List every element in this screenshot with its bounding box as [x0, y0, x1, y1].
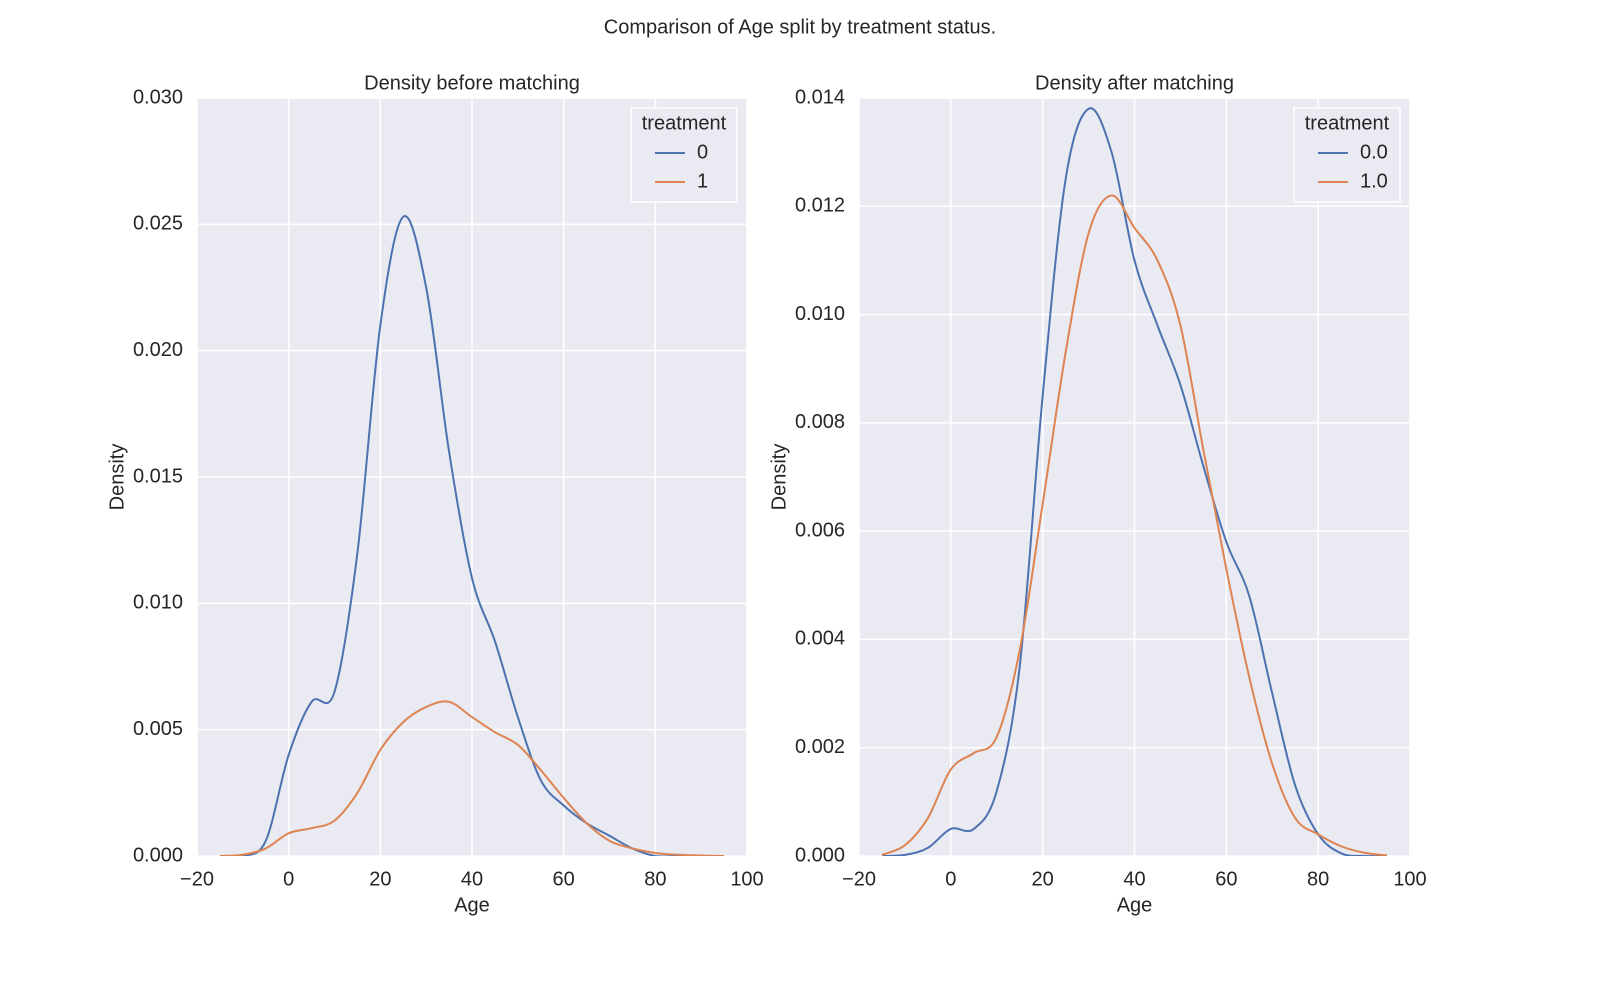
- y-tick-label: 0.006: [795, 519, 845, 541]
- x-tick-label: 60: [1215, 868, 1237, 890]
- x-tick-label: 40: [1123, 868, 1145, 890]
- figure-title: Comparison of Age split by treatment sta…: [604, 16, 996, 38]
- x-tick-label: 0: [945, 868, 956, 890]
- x-tick-label: 20: [369, 868, 391, 890]
- legend-box: [630, 107, 738, 203]
- y-tick-label: 0.012: [795, 195, 845, 217]
- x-tick-label: 20: [1032, 868, 1054, 890]
- y-tick-label: 0.000: [133, 844, 183, 866]
- x-tick-label: −20: [842, 868, 876, 890]
- legend-label: 1.0: [1360, 170, 1388, 192]
- x-tick-label: 60: [553, 868, 575, 890]
- x-tick-label: −20: [180, 868, 214, 890]
- y-tick-label: 0.030: [133, 86, 183, 108]
- x-tick-label: 80: [1307, 868, 1329, 890]
- y-tick-label: 0.010: [795, 303, 845, 325]
- subplot-title: Density after matching: [1035, 72, 1234, 94]
- legend-title: treatment: [1305, 112, 1390, 134]
- y-tick-label: 0.000: [795, 844, 845, 866]
- density-line: [881, 194, 1388, 856]
- density-line: [219, 700, 725, 856]
- legend-label: 1: [697, 170, 708, 192]
- y-axis-label: Density: [768, 444, 790, 511]
- subplot-title: Density before matching: [364, 72, 580, 94]
- y-tick-label: 0.005: [133, 718, 183, 740]
- y-tick-label: 0.008: [795, 411, 845, 433]
- legend-label: 0: [697, 141, 708, 163]
- y-tick-label: 0.004: [795, 628, 845, 650]
- x-axis-label: Age: [1117, 894, 1153, 916]
- density-line: [881, 107, 1388, 856]
- legend-label: 0.0: [1360, 141, 1388, 163]
- legend-box: [1293, 107, 1401, 203]
- y-tick-label: 0.015: [133, 465, 183, 487]
- x-tick-label: 100: [730, 868, 763, 890]
- x-tick-label: 40: [461, 868, 483, 890]
- x-axis-label: Age: [454, 894, 490, 916]
- y-tick-label: 0.020: [133, 339, 183, 361]
- y-tick-label: 0.002: [795, 736, 845, 758]
- y-tick-label: 0.010: [133, 592, 183, 614]
- x-tick-label: 80: [644, 868, 666, 890]
- y-tick-label: 0.025: [133, 213, 183, 235]
- y-axis-label: Density: [106, 444, 128, 511]
- y-tick-label: 0.014: [795, 86, 845, 108]
- x-tick-label: 0: [283, 868, 294, 890]
- legend-title: treatment: [642, 112, 727, 134]
- x-tick-label: 100: [1393, 868, 1426, 890]
